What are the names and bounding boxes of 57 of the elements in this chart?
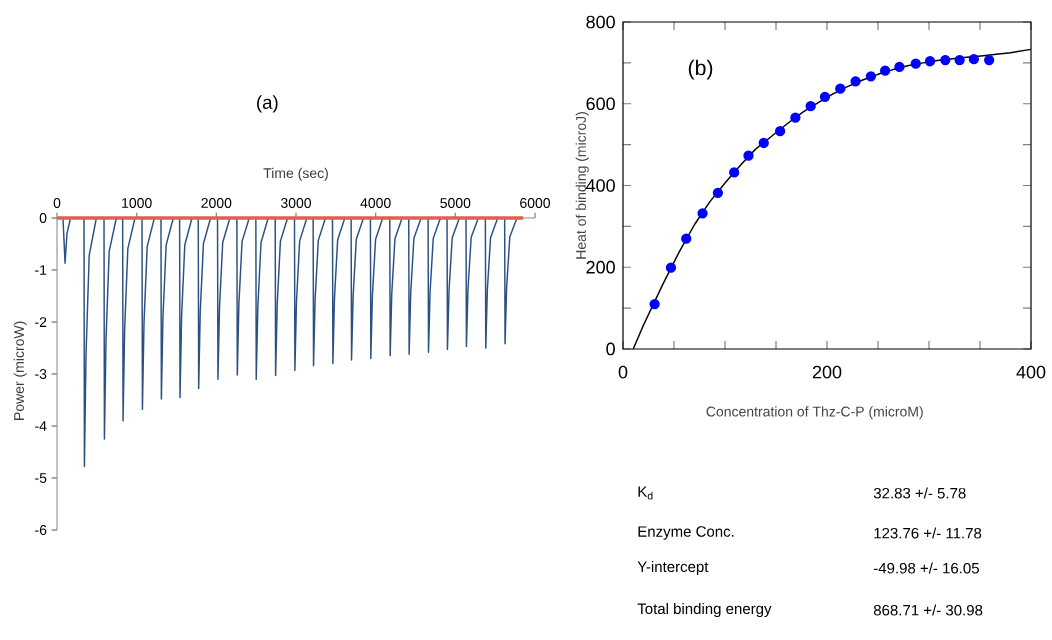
point	[665, 262, 677, 273]
x-tick-label: 2000	[201, 198, 232, 208]
x-tick-label: 0	[53, 198, 61, 208]
x-tick-label: 4000	[360, 198, 391, 208]
x-tick-label: 0	[618, 365, 628, 379]
point	[743, 150, 754, 161]
point	[850, 76, 861, 87]
point	[984, 54, 995, 66]
x-tick-label: 400	[1016, 365, 1046, 379]
y-tick-label: -4	[35, 421, 47, 431]
point	[940, 54, 951, 66]
point	[968, 54, 980, 65]
text: 32.83 +/- 5.78	[873, 487, 966, 499]
y-tick-label: -1	[35, 265, 47, 275]
y-tick-label: 0	[606, 342, 615, 356]
point	[774, 126, 786, 137]
y-tick-label: 800	[586, 15, 615, 29]
x-tick-label: 3000	[280, 198, 312, 208]
point	[649, 298, 660, 310]
y-tick-label: 600	[586, 97, 615, 111]
x-tick-label: 200	[812, 365, 842, 379]
point	[805, 101, 816, 112]
point	[819, 91, 831, 102]
x-tick-label: 1000	[122, 198, 152, 208]
x-tick-label: 5000	[440, 198, 471, 208]
point	[924, 56, 936, 67]
chart-title: (a)	[257, 95, 278, 113]
y-tick-label: -6	[35, 525, 47, 535]
point	[894, 61, 905, 73]
text: K$_{d}$	[638, 486, 653, 500]
point	[712, 187, 724, 198]
point	[954, 54, 965, 66]
point	[865, 71, 877, 82]
y-axis-title: Power (microW)	[13, 321, 27, 420]
point	[835, 83, 846, 94]
point	[790, 112, 801, 123]
text: (b)	[688, 59, 713, 80]
x-tick-label: 6000	[520, 198, 551, 208]
point	[910, 58, 921, 69]
text: Y-intercept	[637, 561, 709, 575]
text: 868.71 +/- 30.98	[873, 604, 983, 616]
x-axis-title: Concentration of Thz-C-P (microM)	[706, 406, 923, 420]
y-tick-label: 200	[586, 260, 615, 274]
text: Total binding energy	[637, 603, 772, 617]
point	[880, 65, 891, 76]
x-axis-title: Time (sec)	[263, 167, 328, 181]
point	[697, 208, 708, 219]
point	[758, 137, 769, 149]
y-tick-label: 0	[39, 213, 47, 223]
point	[681, 233, 692, 244]
y-tick-label: -5	[35, 473, 47, 483]
text: Enzyme Conc.	[638, 526, 734, 540]
text: -49.98 +/- 16.05	[873, 562, 979, 574]
y-tick-label: -3	[35, 369, 47, 379]
y-tick-label: -2	[35, 317, 47, 327]
text: 123.76 +/- 11.78	[874, 527, 982, 539]
point	[729, 167, 740, 178]
